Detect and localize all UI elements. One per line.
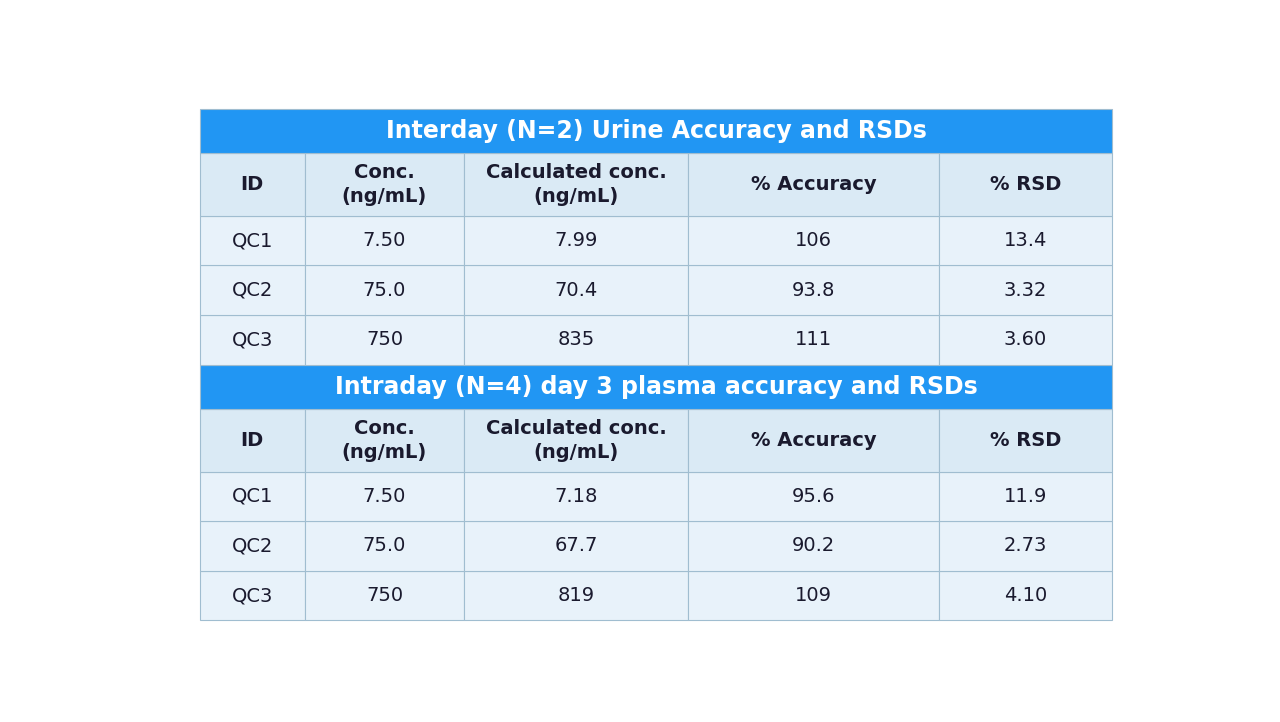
Bar (200, 216, 305, 266)
Text: 819: 819 (558, 586, 595, 605)
Bar (465, 315, 687, 365)
Bar (465, 521, 687, 571)
Bar (305, 315, 465, 365)
Text: ID: ID (241, 431, 264, 450)
Text: QC3: QC3 (232, 331, 273, 349)
Text: 750: 750 (366, 586, 403, 605)
Bar (687, 571, 940, 620)
Text: 3.60: 3.60 (1004, 331, 1047, 349)
Text: QC1: QC1 (232, 487, 273, 506)
Text: 7.99: 7.99 (554, 231, 598, 250)
Bar (200, 315, 305, 365)
Bar (305, 409, 465, 471)
Bar (200, 409, 305, 471)
Bar (465, 266, 687, 315)
Text: 70.4: 70.4 (554, 281, 598, 300)
Text: Calculated conc.
(ng/mL): Calculated conc. (ng/mL) (486, 163, 667, 206)
Text: 109: 109 (795, 586, 832, 605)
Bar (305, 216, 465, 266)
Bar (687, 471, 940, 521)
Bar (200, 521, 305, 571)
Text: ID: ID (241, 175, 264, 194)
Text: Conc.
(ng/mL): Conc. (ng/mL) (342, 163, 428, 206)
Text: Intraday (N=4) day 3 plasma accuracy and RSDs: Intraday (N=4) day 3 plasma accuracy and… (334, 375, 978, 399)
Bar (200, 365, 1112, 409)
Bar (687, 153, 940, 216)
Text: % Accuracy: % Accuracy (750, 431, 877, 450)
Text: 2.73: 2.73 (1004, 536, 1047, 555)
Bar (940, 521, 1112, 571)
Bar (200, 153, 305, 216)
Text: 93.8: 93.8 (792, 281, 835, 300)
Text: 13.4: 13.4 (1004, 231, 1047, 250)
Text: 95.6: 95.6 (792, 487, 835, 506)
Bar (465, 216, 687, 266)
Text: 111: 111 (795, 331, 832, 349)
Text: 90.2: 90.2 (792, 536, 835, 555)
Text: 835: 835 (558, 331, 595, 349)
Text: Interday (N=2) Urine Accuracy and RSDs: Interday (N=2) Urine Accuracy and RSDs (385, 119, 927, 143)
Bar (940, 216, 1112, 266)
Bar (687, 521, 940, 571)
Text: Conc.
(ng/mL): Conc. (ng/mL) (342, 419, 428, 461)
Bar (940, 153, 1112, 216)
Bar (940, 571, 1112, 620)
Bar (305, 521, 465, 571)
Bar (687, 409, 940, 471)
Text: 67.7: 67.7 (554, 536, 598, 555)
Text: 106: 106 (795, 231, 832, 250)
Bar (465, 409, 687, 471)
Text: 75.0: 75.0 (362, 281, 406, 300)
Text: 75.0: 75.0 (362, 536, 406, 555)
Bar (200, 471, 305, 521)
Bar (305, 153, 465, 216)
Bar (465, 471, 687, 521)
Bar (200, 109, 1112, 153)
Bar (940, 409, 1112, 471)
Text: 7.50: 7.50 (362, 231, 406, 250)
Text: % RSD: % RSD (989, 175, 1061, 194)
Bar (200, 266, 305, 315)
Text: 11.9: 11.9 (1004, 487, 1047, 506)
Text: QC1: QC1 (232, 231, 273, 250)
Bar (465, 153, 687, 216)
Bar (687, 315, 940, 365)
Text: QC2: QC2 (232, 536, 273, 555)
Text: 4.10: 4.10 (1004, 586, 1047, 605)
Text: 750: 750 (366, 331, 403, 349)
Bar (305, 266, 465, 315)
Bar (940, 266, 1112, 315)
Text: QC3: QC3 (232, 586, 273, 605)
Text: QC2: QC2 (232, 281, 273, 300)
Text: 7.18: 7.18 (554, 487, 598, 506)
Text: Calculated conc.
(ng/mL): Calculated conc. (ng/mL) (486, 419, 667, 461)
Text: 3.32: 3.32 (1004, 281, 1047, 300)
Bar (940, 315, 1112, 365)
Bar (465, 571, 687, 620)
Text: % Accuracy: % Accuracy (750, 175, 877, 194)
Bar (940, 471, 1112, 521)
Bar (687, 266, 940, 315)
Text: % RSD: % RSD (989, 431, 1061, 450)
Bar (687, 216, 940, 266)
Text: 7.50: 7.50 (362, 487, 406, 506)
Bar (305, 571, 465, 620)
Bar (200, 571, 305, 620)
Bar (305, 471, 465, 521)
